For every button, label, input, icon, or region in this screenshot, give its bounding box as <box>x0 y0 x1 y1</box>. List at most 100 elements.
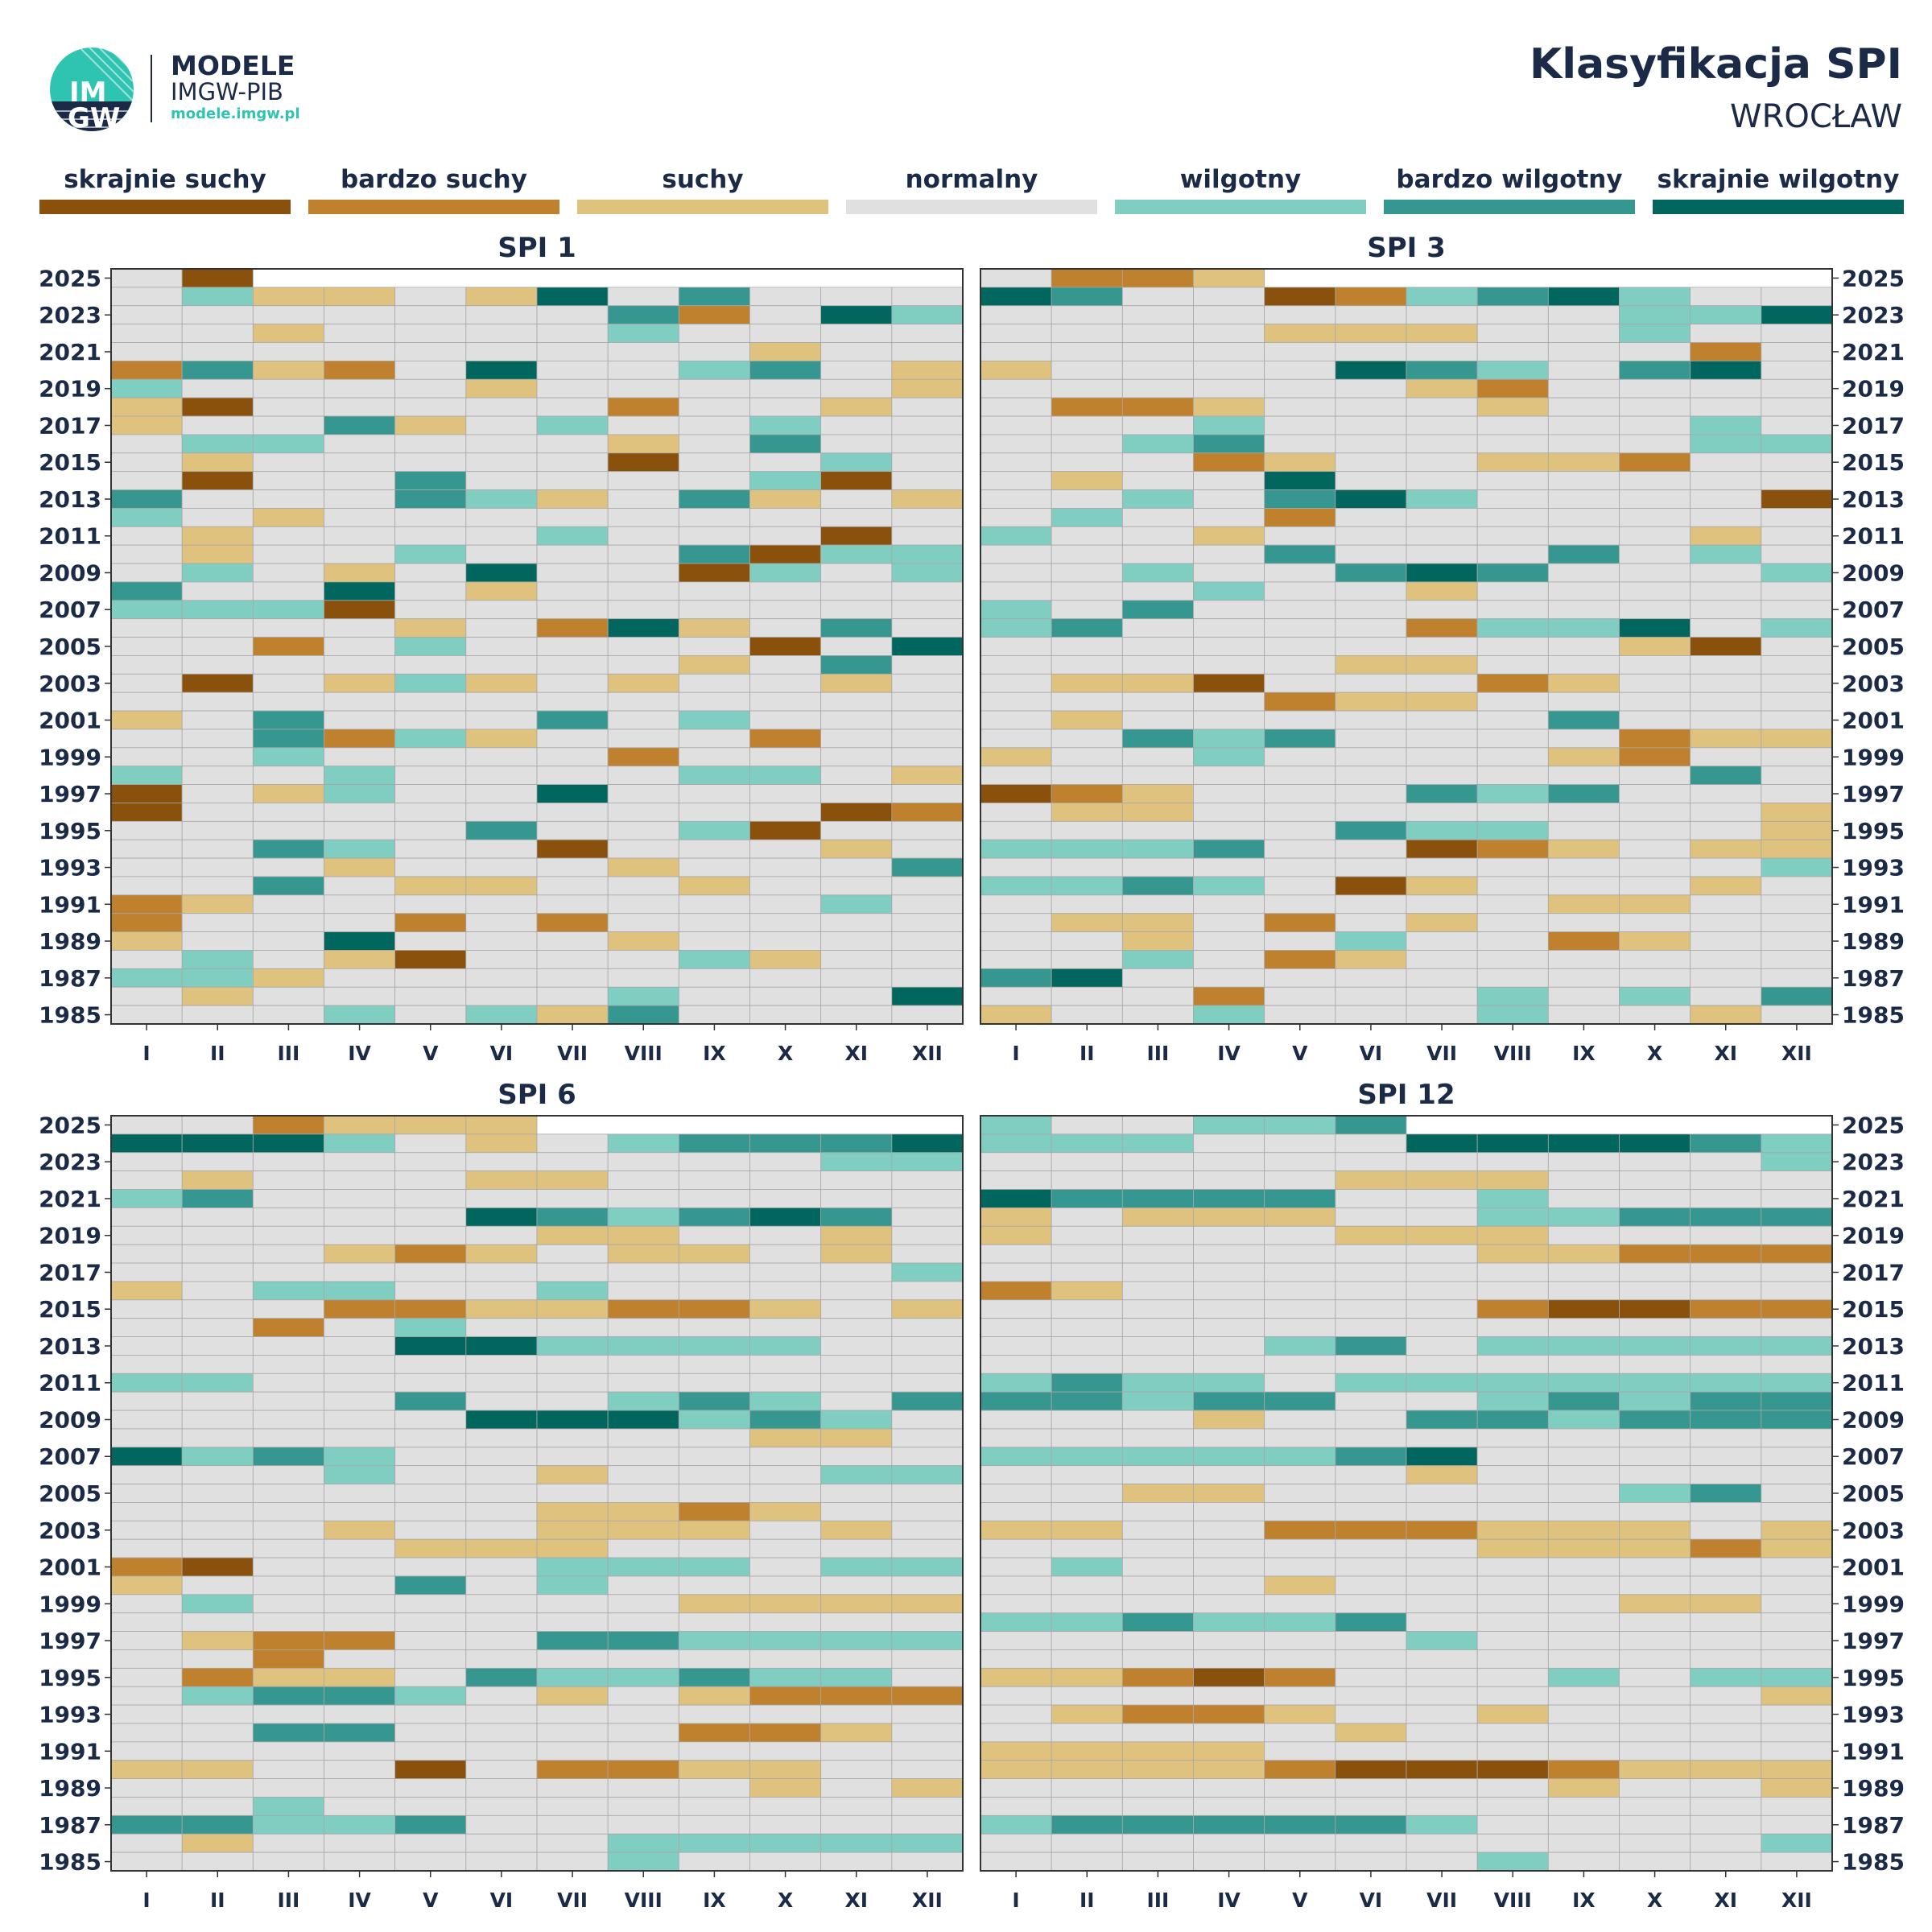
heatmap-cell <box>465 581 538 601</box>
heatmap-cell <box>980 729 1052 749</box>
heatmap-cell <box>181 305 254 325</box>
heatmap-cell <box>1690 637 1762 656</box>
heatmap-cell <box>1619 729 1691 749</box>
heatmap-cell <box>394 729 467 749</box>
heatmap-cell <box>465 618 538 638</box>
heatmap-cell <box>1264 287 1336 307</box>
heatmap-cell <box>1476 415 1549 436</box>
heatmap-cell <box>607 766 679 785</box>
heatmap-cell <box>1193 1649 1265 1669</box>
heatmap-cell <box>465 1391 538 1411</box>
heatmap-cell <box>465 913 538 933</box>
heatmap-cell <box>749 305 822 325</box>
heatmap-cell <box>181 1410 254 1430</box>
heatmap-cell <box>1476 637 1549 656</box>
heatmap-cell <box>1690 1557 1762 1577</box>
logo-url: modele.imgw.pl <box>171 105 300 122</box>
heatmap-cell <box>465 637 538 656</box>
heatmap-cell <box>1619 986 1691 1006</box>
heatmap-cell <box>181 876 254 896</box>
heatmap-cell <box>252 1115 324 1135</box>
heatmap-cell <box>1193 1318 1265 1337</box>
heatmap-cell <box>536 1686 609 1706</box>
heatmap-cell <box>1619 1686 1691 1706</box>
heatmap-cell <box>181 471 254 490</box>
heatmap-cell <box>1547 1244 1620 1264</box>
heatmap-cell <box>1051 1852 1123 1872</box>
heatmap-cell <box>820 324 893 343</box>
heatmap-cell <box>1193 1005 1265 1025</box>
heatmap-cell <box>1264 1649 1336 1669</box>
legend-label: wilgotny <box>1180 165 1301 194</box>
heatmap-cell <box>980 710 1052 730</box>
heatmap-cell <box>607 1410 679 1430</box>
heatmap-cell <box>324 655 396 675</box>
logo-mark: IM GW <box>50 47 134 134</box>
heatmap-cell <box>252 1299 324 1319</box>
heatmap-cell <box>394 489 467 509</box>
heatmap-cell <box>1690 1447 1762 1467</box>
heatmap-cell <box>465 1649 538 1669</box>
heatmap-cell <box>749 637 822 656</box>
heatmap-cell <box>252 324 324 343</box>
heatmap-cell <box>980 1649 1052 1669</box>
heatmap-cell <box>1193 1410 1265 1430</box>
heatmap-cell <box>980 434 1052 454</box>
heatmap-cell <box>678 1189 750 1208</box>
heatmap-cell <box>110 508 183 527</box>
heatmap-cell <box>110 1852 183 1872</box>
heatmap-cell <box>1051 1649 1123 1669</box>
y-tick-label: 2009 <box>39 1406 101 1433</box>
heatmap-cell <box>465 876 538 896</box>
heatmap-cell <box>536 1484 609 1503</box>
panel-border <box>980 268 1833 1025</box>
heatmap-cell <box>465 324 538 343</box>
heatmap-cell <box>1335 1575 1407 1596</box>
logo-mark-top: IM <box>69 76 106 109</box>
y-tick-label: 2011 <box>1842 523 1905 550</box>
heatmap-cell <box>820 1262 893 1282</box>
heatmap-cell <box>1406 655 1478 675</box>
heatmap-cell <box>607 803 679 822</box>
heatmap-cell <box>1690 1484 1762 1503</box>
heatmap-cell <box>1619 637 1691 656</box>
heatmap-cell <box>465 710 538 730</box>
heatmap-cell <box>749 1704 822 1724</box>
heatmap-cell <box>1121 1262 1194 1282</box>
heatmap-cell <box>980 1631 1052 1650</box>
heatmap-cell <box>1406 1225 1478 1245</box>
heatmap-cell <box>1761 1225 1833 1245</box>
heatmap-cell <box>1335 1207 1407 1227</box>
heatmap-cell <box>891 563 964 583</box>
heatmap-cell <box>181 1612 254 1632</box>
heatmap-cell <box>607 452 679 473</box>
heatmap-cell <box>1406 563 1478 583</box>
heatmap-cell <box>820 1686 893 1706</box>
heatmap-cell <box>1761 324 1833 343</box>
heatmap-cell <box>1690 803 1762 822</box>
heatmap-cell <box>1761 287 1833 307</box>
heatmap-cell <box>820 563 893 583</box>
heatmap-cell <box>1406 803 1478 822</box>
heatmap-cell <box>1193 1189 1265 1208</box>
heatmap-cell <box>110 1299 183 1319</box>
heatmap-cell <box>1051 931 1123 951</box>
heatmap-cell <box>1121 544 1194 564</box>
heatmap-cell <box>1264 1520 1336 1540</box>
heatmap-cell <box>1193 1502 1265 1521</box>
heatmap-cell <box>1264 729 1336 749</box>
heatmap-cell <box>820 489 893 509</box>
heatmap-cell <box>465 839 538 859</box>
heatmap-cell <box>820 342 893 361</box>
heatmap-cell <box>252 710 324 730</box>
heatmap-cell <box>607 1207 679 1227</box>
heatmap-cell <box>110 1594 183 1614</box>
heatmap-cell <box>1476 766 1549 785</box>
heatmap-cell <box>252 508 324 527</box>
heatmap-cell <box>1121 1355 1194 1374</box>
heatmap-cell <box>1121 1170 1194 1190</box>
heatmap-cell <box>1547 1649 1620 1669</box>
x-tick-label: X <box>778 1889 793 1912</box>
heatmap-cell <box>1476 1336 1549 1356</box>
heatmap-cell <box>110 913 183 933</box>
